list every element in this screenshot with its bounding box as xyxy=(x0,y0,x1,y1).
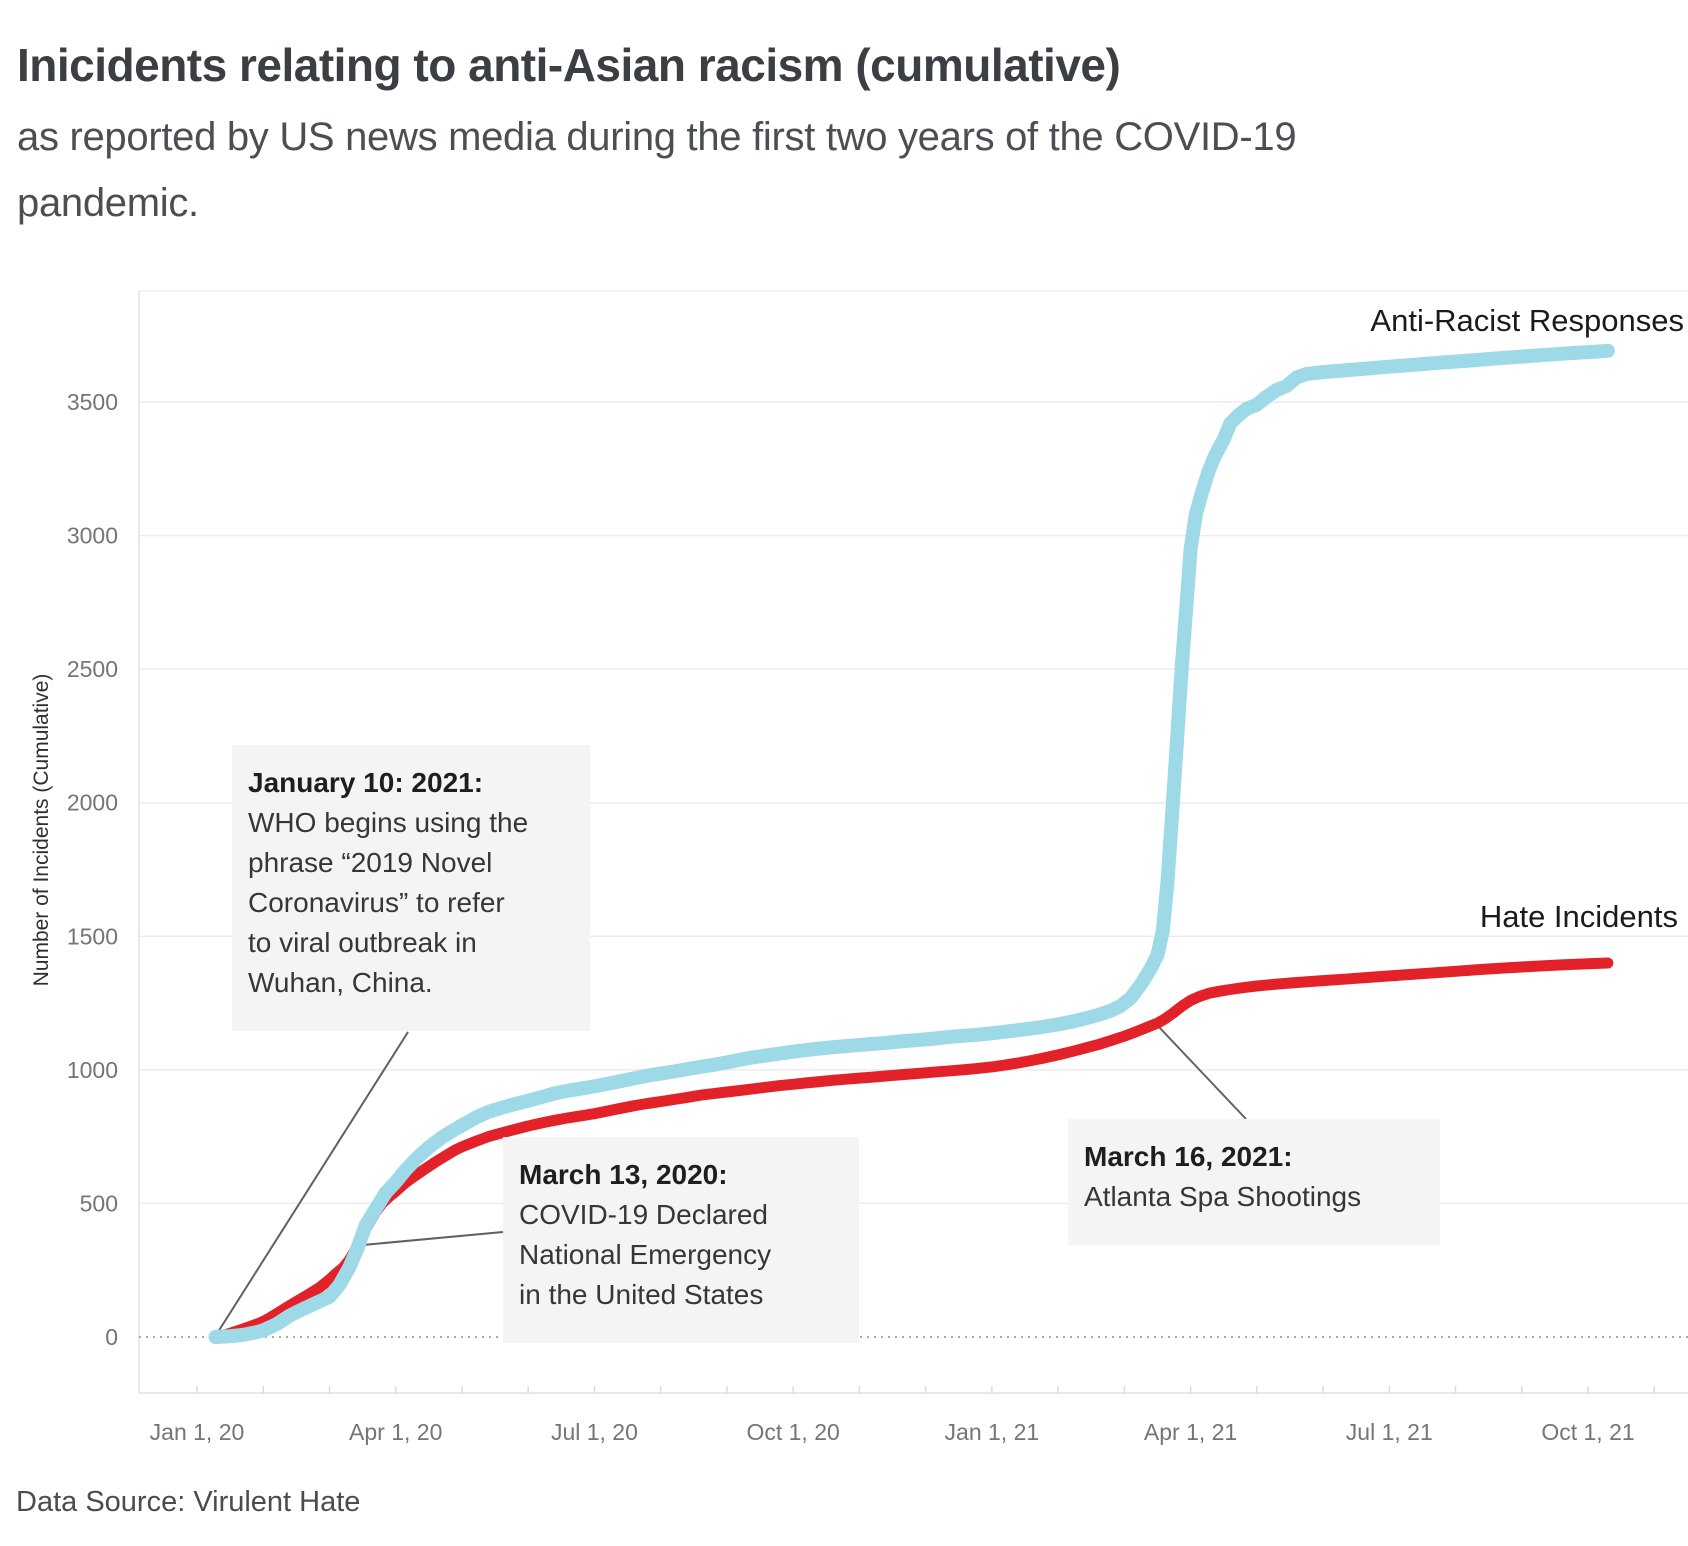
y-tick-label: 1000 xyxy=(67,1057,118,1083)
subtitle-line-1: as reported by US news media during the … xyxy=(17,115,1297,159)
annotation-mar-16-2021: March 16, 2021: Atlanta Spa Shootings xyxy=(1068,1119,1440,1245)
y-tick-label: 3500 xyxy=(67,389,118,415)
x-tick-label: Apr 1, 20 xyxy=(349,1419,442,1445)
anti-racist-responses-line xyxy=(208,343,1615,1344)
annotation-title: March 16, 2021: xyxy=(1084,1141,1293,1172)
subtitle-line-2: pandemic. xyxy=(17,181,199,225)
x-tick-label: Jul 1, 20 xyxy=(551,1419,638,1445)
y-tick-label: 2500 xyxy=(67,656,118,682)
data-source: Data Source: Virulent Hate xyxy=(16,1486,361,1518)
x-tick-label: Jan 1, 20 xyxy=(150,1419,245,1445)
annotation-title: March 13, 2020: xyxy=(519,1159,728,1190)
y-tick-label: 3000 xyxy=(67,523,118,549)
y-tick-label: 500 xyxy=(80,1190,118,1216)
annotation-connector-line xyxy=(351,1231,504,1247)
x-tick-label: Jan 1, 21 xyxy=(945,1419,1040,1445)
x-tick-label: Jul 1, 21 xyxy=(1346,1419,1433,1445)
annotation-mar-13-2020: March 13, 2020: COVID-19 Declared Nation… xyxy=(503,1137,859,1343)
series-label-hate-incidents: Hate Incidents xyxy=(1479,899,1678,934)
annotation-connector-line xyxy=(217,1031,409,1333)
annotation-body: Atlanta Spa Shootings xyxy=(1084,1181,1362,1212)
annotation-body: COVID-19 Declared National Emergency in … xyxy=(519,1199,772,1310)
x-tick-label: Apr 1, 21 xyxy=(1144,1419,1237,1445)
x-tick-label: Oct 1, 20 xyxy=(746,1419,839,1445)
annotation-title: January 10: 2021: xyxy=(248,767,484,798)
annotation-body: WHO begins using the phrase “2019 Novel … xyxy=(248,807,529,998)
y-tick-label: 0 xyxy=(105,1324,118,1350)
y-axis-title: Number of Incidents (Cumulative) xyxy=(30,673,53,987)
y-tick-label: 1500 xyxy=(67,923,118,949)
annotation-connector-line xyxy=(1157,1025,1247,1120)
page-title: Inicidents relating to anti-Asian racism… xyxy=(17,39,1121,91)
page-subtitle: as reported by US news media during the … xyxy=(17,104,1297,236)
y-tick-label: 2000 xyxy=(67,790,118,816)
annotation-jan-10-2021: January 10: 2021: WHO begins using the p… xyxy=(232,745,590,1031)
series-label-anti-racist-responses: Anti-Racist Responses xyxy=(1370,303,1684,338)
x-tick-label: Oct 1, 21 xyxy=(1541,1419,1634,1445)
